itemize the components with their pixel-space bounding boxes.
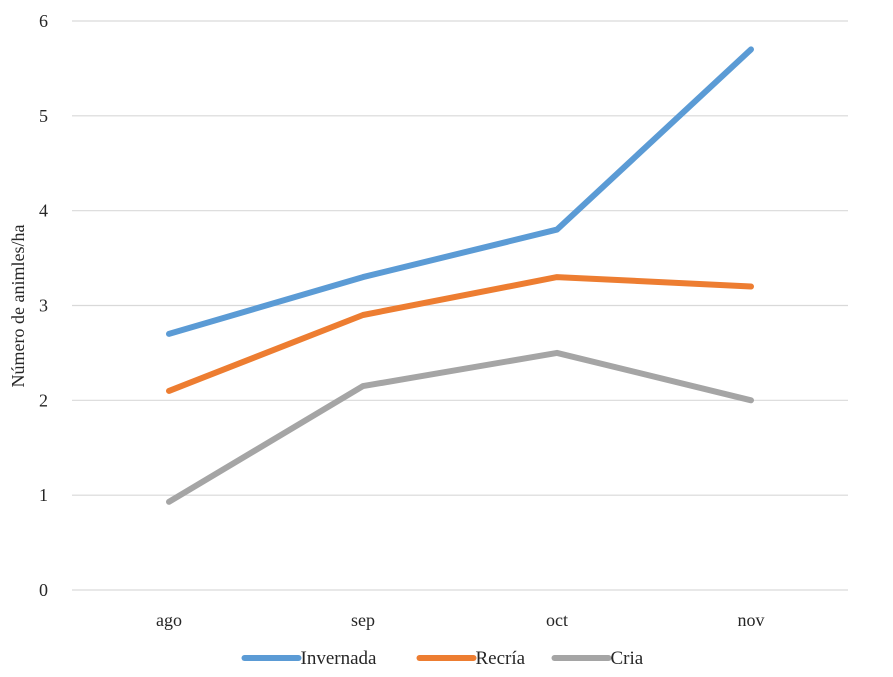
x-tick-labels: ago sep oct nov <box>156 610 765 630</box>
y-tick-label: 3 <box>39 296 48 316</box>
gridlines <box>72 20 848 591</box>
legend-label: Invernada <box>301 648 378 669</box>
legend: Invernada Recría Cria <box>241 648 644 669</box>
x-tick-label: oct <box>546 610 568 630</box>
x-tick-label: sep <box>351 610 375 630</box>
legend-label: Recría <box>476 648 526 669</box>
y-tick-label: 6 <box>39 11 48 31</box>
series-line-recr-a <box>166 274 754 394</box>
y-tick-label: 4 <box>39 201 48 221</box>
series-line-cria <box>166 349 754 505</box>
y-tick-label: 2 <box>39 390 48 410</box>
series-line-invernada <box>166 46 754 337</box>
y-tick-labels: 0 1 2 3 4 5 6 <box>39 11 48 600</box>
legend-label: Cria <box>611 648 644 669</box>
x-tick-label: ago <box>156 610 182 630</box>
y-tick-label: 5 <box>39 106 48 126</box>
x-tick-label: nov <box>738 610 765 630</box>
series-lines <box>166 46 754 505</box>
y-axis-title: Número de animles/ha <box>8 225 28 388</box>
y-tick-label: 1 <box>39 485 48 505</box>
y-tick-label: 0 <box>39 580 48 600</box>
